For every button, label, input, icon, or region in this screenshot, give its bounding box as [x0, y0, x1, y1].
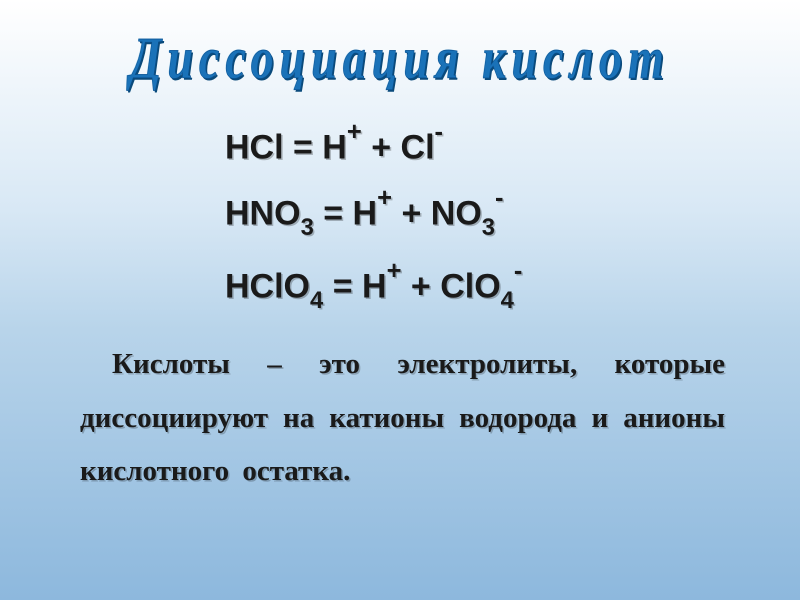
equation-2: HNO3 = H+ + NO3- — [225, 192, 800, 237]
equation-1: HCl = H+ + Cl- — [225, 126, 800, 164]
title-text: Диссоциация кислот — [130, 25, 670, 91]
slide-title: Диссоциация кислот — [0, 0, 800, 92]
definition-text: Кислоты – это электролиты, которые диссо… — [80, 338, 725, 499]
equations-block: HCl = H+ + Cl- HNO3 = H+ + NO3- HClO4 = … — [225, 126, 800, 310]
equation-3: HClO4 = H+ + ClO4- — [225, 265, 800, 310]
